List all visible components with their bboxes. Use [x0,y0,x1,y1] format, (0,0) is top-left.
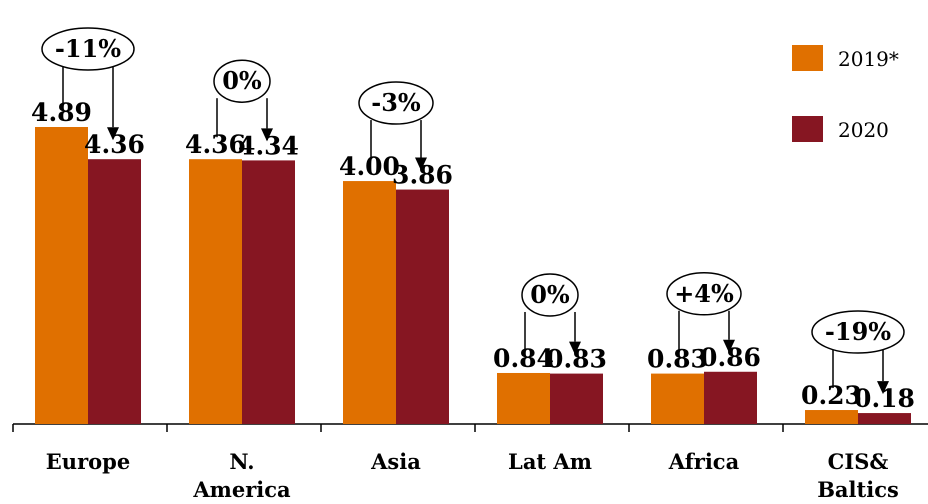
bar-value-label: 4.89 [31,98,92,127]
bar-2019 [189,159,242,424]
bar-2019 [343,181,396,424]
bar-2020 [242,160,295,424]
change-label: -19% [825,317,891,346]
change-bubble [213,59,271,103]
legend-swatch-2020 [792,116,823,142]
change-bubble [358,81,434,125]
bar-value-label: 4.36 [185,130,246,159]
bar-value-label: 0.84 [493,344,554,373]
x-tick-label: America [192,477,291,502]
change-arrow-head [107,127,119,141]
bar-2019 [651,373,704,424]
change-label: -3% [371,88,421,117]
bar-2020 [396,189,449,424]
change-label: -11% [55,34,121,63]
bar-2019 [35,127,88,424]
change-bubble [666,272,742,316]
x-tick-label: CIS& [828,449,889,474]
change-arrow-head [261,128,273,142]
bar-2020 [704,371,757,424]
x-tick-label: Baltics [817,477,899,502]
change-arrow-head [569,341,581,355]
change-bubble [811,310,905,354]
bar-2020 [550,373,603,424]
change-arrow-head [877,381,889,395]
change-arrow-head [415,157,427,171]
change-label: 0% [530,280,570,309]
bar-value-label: 0.23 [801,381,862,410]
bar-value-label: 0.83 [647,345,708,374]
x-tick-label: N. [229,449,254,474]
bar-2020 [858,413,911,424]
x-tick-label: Asia [370,449,421,474]
legend-swatch-2019 [792,45,823,71]
change-arrow-head [723,339,735,353]
x-tick-label: Europe [46,449,130,474]
legend-label: 2019* [838,47,899,71]
change-label: 0% [222,66,262,95]
bar-2019 [805,410,858,424]
change-bubble [521,273,579,317]
legend-label: 2020 [838,118,889,142]
bar-2020 [88,159,141,424]
x-tick-label: Africa [668,449,740,474]
bar-2019 [497,372,550,424]
x-tick-label: Lat Am [508,449,592,474]
bar-value-label: 4.00 [339,152,400,181]
change-label: +4% [674,279,734,308]
change-bubble [41,27,135,71]
